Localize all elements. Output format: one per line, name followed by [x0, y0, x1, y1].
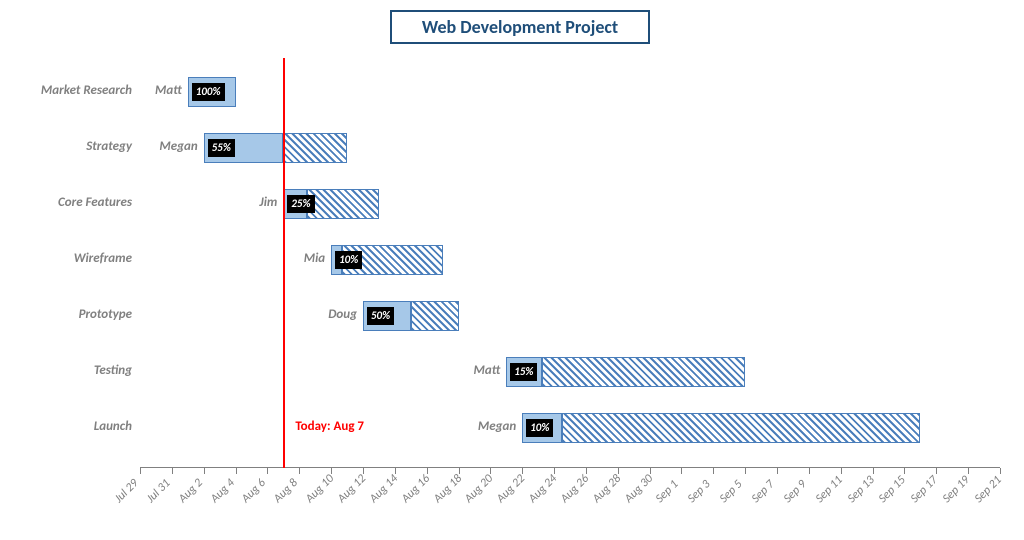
plot-area: Matt 100% Megan 55% Jim 25% Mia 10% Doug 50% Matt 1… [140, 58, 1000, 468]
x-tick [681, 468, 682, 474]
x-tick [650, 468, 651, 474]
task-label: Strategy [0, 139, 132, 154]
task-label: Prototype [0, 307, 132, 322]
x-tick-label: Jul 31 [144, 476, 173, 505]
x-tick-label: Aug 6 [239, 476, 269, 506]
x-tick [1000, 468, 1001, 474]
x-tick-label: Sep 5 [717, 478, 745, 506]
x-tick [745, 468, 746, 474]
task-bar-remaining [542, 357, 745, 387]
task-assignee: Matt [474, 363, 501, 378]
x-tick [809, 468, 810, 474]
x-tick-label: Sep 3 [685, 478, 713, 506]
x-tick [713, 468, 714, 474]
x-tick-label: Aug 18 [431, 472, 465, 506]
task-assignee: Jim [259, 195, 277, 210]
task-percent-badge: 50% [367, 307, 394, 325]
task-label: Wireframe [0, 251, 132, 266]
x-tick [777, 468, 778, 474]
x-tick [490, 468, 491, 474]
chart-title: Web Development Project [390, 10, 650, 44]
task-assignee: Megan [159, 139, 197, 154]
x-tick [554, 468, 555, 474]
task-bar-remaining [562, 413, 920, 443]
x-tick-label: Aug 24 [526, 472, 560, 506]
x-tick-label: Sep 1 [653, 478, 681, 506]
x-tick [363, 468, 364, 474]
task-percent-badge: 15% [510, 363, 537, 381]
task-label: Testing [0, 363, 132, 378]
task-percent-badge: 10% [526, 419, 553, 437]
x-tick [968, 468, 969, 474]
x-tick-label: Sep 17 [908, 473, 941, 506]
gantt-chart: Web Development Project Matt 100% Megan 55% J… [0, 0, 1024, 540]
x-tick-label: Aug 12 [335, 472, 369, 506]
x-tick-label: Sep 9 [781, 478, 809, 506]
x-tick-label: Sep 15 [876, 473, 909, 506]
x-axis-line [140, 467, 1000, 468]
task-label: Core Features [0, 195, 132, 210]
x-tick-label: Sep 13 [845, 473, 878, 506]
x-tick-label: Aug 16 [399, 472, 433, 506]
x-tick [299, 468, 300, 474]
task-percent-badge: 55% [208, 139, 235, 157]
x-tick [427, 468, 428, 474]
x-tick-label: Aug 4 [208, 476, 238, 506]
x-tick [586, 468, 587, 474]
task-assignee: Mia [304, 251, 325, 266]
task-label: Market Research [0, 83, 132, 98]
x-tick [618, 468, 619, 474]
task-percent-badge: 100% [192, 83, 225, 101]
x-tick [841, 468, 842, 474]
task-bar-remaining [307, 189, 379, 219]
x-tick-label: Sep 11 [813, 473, 846, 506]
task-percent-badge: 25% [287, 195, 314, 213]
x-tick-label: Aug 10 [303, 472, 337, 506]
task-bar-remaining [411, 301, 459, 331]
x-tick [172, 468, 173, 474]
x-tick-label: Aug 22 [494, 472, 528, 506]
x-tick [873, 468, 874, 474]
task-assignee: Doug [328, 307, 357, 322]
x-tick [936, 468, 937, 474]
x-tick [522, 468, 523, 474]
x-tick [331, 468, 332, 474]
x-tick-label: Aug 28 [590, 472, 624, 506]
x-tick [904, 468, 905, 474]
x-tick-label: Aug 2 [176, 476, 206, 506]
x-tick [204, 468, 205, 474]
x-tick-label: Aug 26 [558, 472, 592, 506]
task-assignee: Matt [155, 83, 182, 98]
today-line [283, 58, 285, 468]
x-tick-label: Sep 19 [940, 473, 973, 506]
x-tick [267, 468, 268, 474]
x-tick [140, 468, 141, 474]
x-tick-label: Aug 8 [271, 476, 301, 506]
x-tick [459, 468, 460, 474]
x-tick-label: Aug 14 [367, 472, 401, 506]
task-bar-remaining [283, 133, 348, 163]
x-tick-label: Sep 21 [972, 473, 1005, 506]
x-tick [395, 468, 396, 474]
task-percent-badge: 10% [335, 251, 362, 269]
x-tick-label: Sep 7 [749, 478, 777, 506]
today-label: Today: Aug 7 [295, 419, 364, 434]
x-tick-label: Aug 20 [462, 472, 496, 506]
x-tick [236, 468, 237, 474]
task-label: Launch [0, 419, 132, 434]
x-tick-label: Jul 29 [112, 476, 141, 505]
task-assignee: Megan [478, 419, 516, 434]
x-tick-label: Aug 30 [622, 472, 656, 506]
